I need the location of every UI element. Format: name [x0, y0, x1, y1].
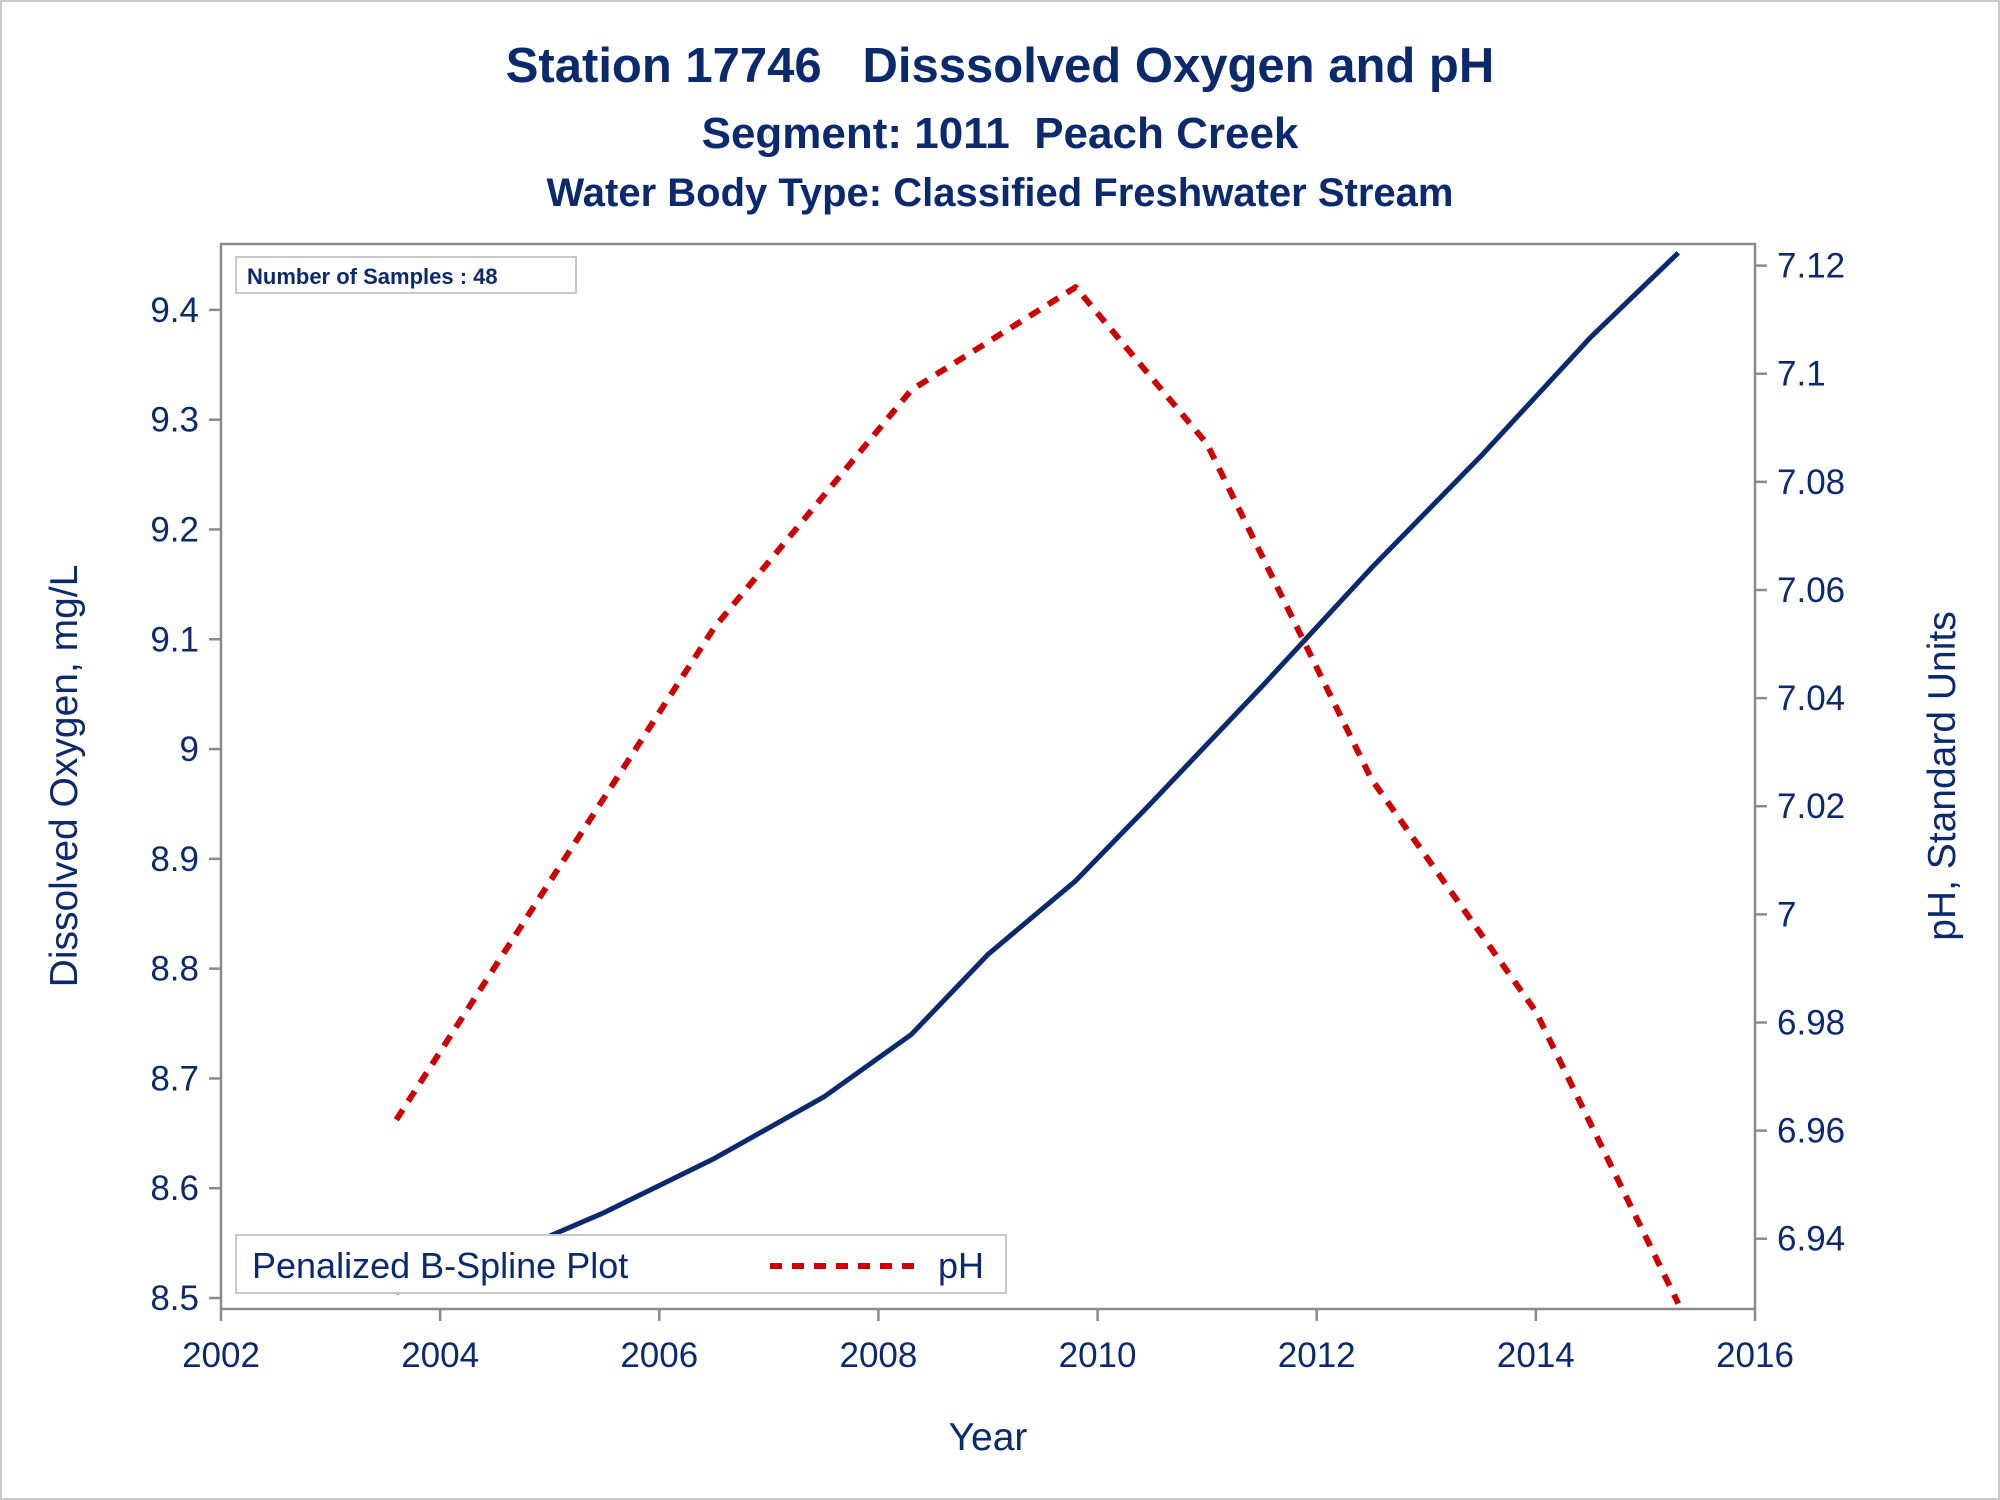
series-line-ph [393, 284, 1681, 1305]
y-tick-label: 9.4 [150, 291, 199, 330]
sample-count-inset: Number of Samples : 48 [235, 256, 577, 294]
x-tick-label: 2006 [620, 1336, 698, 1375]
x-tick-label: 2016 [1716, 1336, 1794, 1375]
y-tick-label: 8.8 [150, 950, 199, 989]
y2-tick-label: 7.1 [1777, 355, 1826, 394]
chart-subtitle-segment: Segment: 1011 Peach Creek [702, 109, 1299, 158]
x-tick-label: 2012 [1278, 1336, 1356, 1375]
y-tick-label: 8.9 [150, 840, 199, 879]
legend: Penalized B-Spline Plot pH [235, 1234, 1007, 1294]
y-tick-label: 9.2 [150, 510, 199, 549]
sample-count-text: Number of Samples : 48 [247, 264, 498, 289]
y-tick-label: 8.7 [150, 1059, 199, 1098]
y2-tick-label: 6.94 [1777, 1220, 1845, 1259]
sample-count-box [235, 256, 577, 294]
y2-tick-label: 7.02 [1777, 787, 1845, 826]
y2-tick-label: 7.12 [1777, 247, 1845, 286]
y-axis-right: 6.94 6.96 6.98 7 7.02 7.04 7.06 7.08 7.1 7.12 [1755, 247, 1845, 1259]
y2-tick-label: 7.06 [1777, 571, 1845, 610]
y2-tick-label: 6.98 [1777, 1003, 1845, 1042]
y2-tick-label: 7.04 [1777, 679, 1845, 718]
y-axis-label: Dissolved Oxygen, mg/L [43, 565, 86, 988]
plot-area [219, 242, 1757, 1311]
y-tick-label: 8.6 [150, 1169, 199, 1208]
x-tick-label: 2010 [1059, 1336, 1137, 1375]
chart-subtitle-water-body: Water Body Type: Classified Freshwater S… [547, 171, 1454, 215]
x-tick-label: 2014 [1497, 1336, 1575, 1375]
legend-box [235, 1234, 1007, 1294]
y2-axis-label: pH, Standard Units [1921, 611, 1964, 941]
y2-tick-label: 7 [1777, 895, 1796, 934]
y-axis-left: 8.5 8.6 8.7 8.8 8.9 9 9.1 9.2 9.3 9.4 [150, 291, 221, 1318]
x-axis-label: Year [949, 1416, 1028, 1459]
series-line-dissolved-oxygen [395, 250, 1681, 1295]
y2-tick-label: 6.96 [1777, 1112, 1845, 1151]
y-tick-label: 8.5 [150, 1279, 199, 1318]
series-layer [393, 250, 1681, 1305]
y-tick-label: 9.1 [150, 620, 199, 659]
y2-tick-label: 7.08 [1777, 463, 1845, 502]
x-tick-label: 2004 [401, 1336, 479, 1375]
y-tick-label: 9.3 [150, 401, 199, 440]
x-tick-label: 2002 [182, 1336, 260, 1375]
y-tick-label: 9 [180, 730, 199, 769]
legend-label-ph: pH [938, 1245, 984, 1286]
legend-title: Penalized B-Spline Plot [252, 1245, 628, 1286]
chart-title: Station 17746 Disssolved Oxygen and pH [506, 39, 1495, 93]
x-axis: 2002 2004 2006 2008 2010 2012 2014 2016 [182, 1309, 1794, 1375]
x-tick-label: 2008 [839, 1336, 917, 1375]
